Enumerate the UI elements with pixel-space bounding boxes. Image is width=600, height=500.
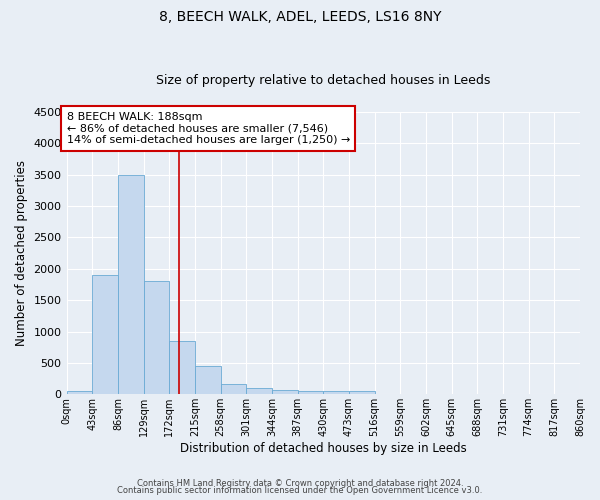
Bar — [246, 388, 272, 394]
Bar — [272, 390, 298, 394]
Bar — [195, 366, 221, 394]
Bar — [67, 391, 92, 394]
Bar — [118, 174, 143, 394]
Text: Contains HM Land Registry data © Crown copyright and database right 2024.: Contains HM Land Registry data © Crown c… — [137, 478, 463, 488]
Bar — [221, 384, 246, 394]
X-axis label: Distribution of detached houses by size in Leeds: Distribution of detached houses by size … — [180, 442, 467, 455]
Bar — [169, 341, 195, 394]
Title: Size of property relative to detached houses in Leeds: Size of property relative to detached ho… — [156, 74, 490, 87]
Bar — [298, 391, 323, 394]
Text: 8 BEECH WALK: 188sqm
← 86% of detached houses are smaller (7,546)
14% of semi-de: 8 BEECH WALK: 188sqm ← 86% of detached h… — [67, 112, 350, 145]
Bar — [349, 391, 374, 394]
Text: Contains public sector information licensed under the Open Government Licence v3: Contains public sector information licen… — [118, 486, 482, 495]
Bar — [323, 391, 349, 394]
Y-axis label: Number of detached properties: Number of detached properties — [15, 160, 28, 346]
Bar — [92, 275, 118, 394]
Bar — [143, 282, 169, 395]
Text: 8, BEECH WALK, ADEL, LEEDS, LS16 8NY: 8, BEECH WALK, ADEL, LEEDS, LS16 8NY — [159, 10, 441, 24]
